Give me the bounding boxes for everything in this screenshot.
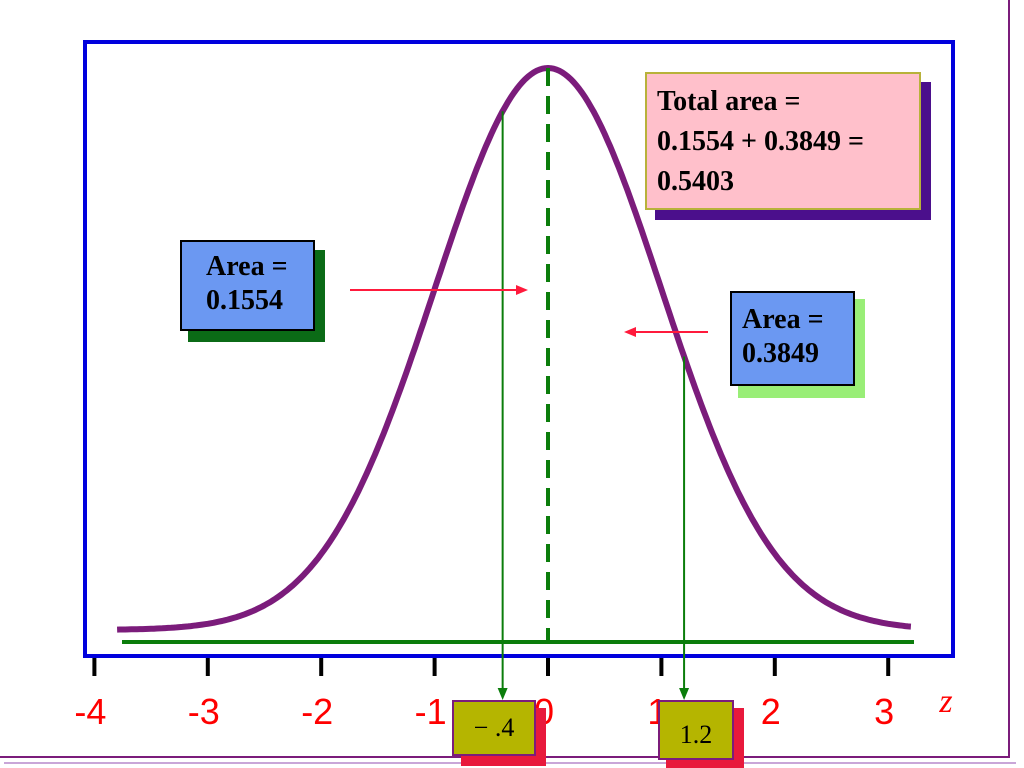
marker-lines — [497, 111, 690, 700]
normal-curve — [116, 65, 912, 633]
x-tick-label-2: -2 — [301, 691, 333, 732]
marker-neg04-label: − .4 — [452, 700, 536, 756]
total-area-line-3: 0.5403 — [657, 166, 734, 197]
left-area-box: Area = 0.1554 — [180, 240, 315, 331]
marker-arrowhead-0 — [497, 688, 508, 700]
x-tick-label-1: -3 — [188, 691, 220, 732]
x-tick-label-3: -1 — [415, 691, 447, 732]
total-area-line-1: Total area = — [657, 86, 801, 117]
left-area-line-1: Area = — [206, 251, 288, 282]
x-axis-ticks — [92, 658, 891, 676]
x-tick-label-0: -4 — [74, 691, 106, 732]
x-axis-label: z — [938, 683, 952, 720]
left-area-line-2: 0.1554 — [206, 285, 283, 316]
right-area-arrowhead — [624, 327, 636, 337]
area-arrows — [350, 285, 708, 337]
left-area-arrowhead — [516, 285, 528, 295]
marker-12-label: 1.2 — [658, 700, 734, 760]
x-axis-tick-labels: -4-3-2-10123 — [74, 691, 894, 732]
total-area-line-2: 0.1554 + 0.3849 = — [657, 126, 864, 157]
right-area-line-2: 0.3849 — [742, 338, 819, 369]
plot-border — [83, 40, 955, 658]
marker-arrowhead-1 — [679, 688, 690, 700]
right-area-box: Area = 0.3849 — [730, 291, 855, 386]
total-area-box: Total area = 0.1554 + 0.3849 = 0.5403 — [645, 72, 921, 210]
x-tick-label-6: 2 — [761, 691, 781, 732]
x-tick-label-7: 3 — [874, 691, 894, 732]
right-area-line-1: Area = — [742, 304, 824, 335]
